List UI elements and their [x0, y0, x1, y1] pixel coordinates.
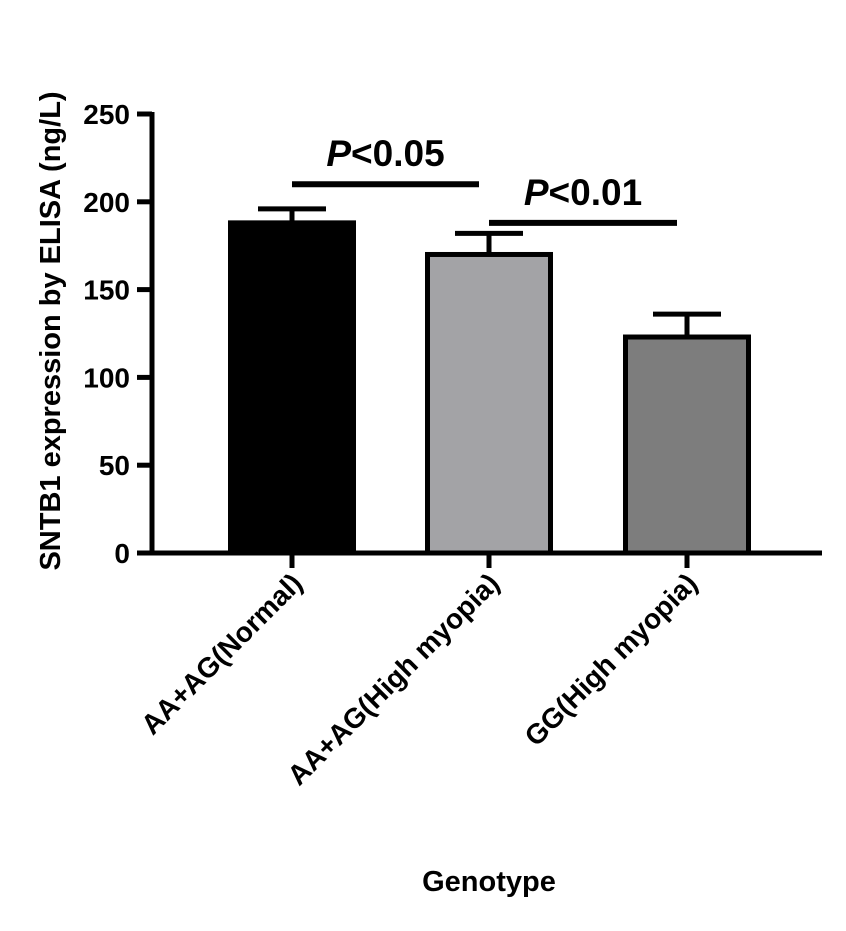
bars: [228, 206, 751, 556]
y-axis: 0 50 100 150 200 250: [83, 99, 155, 569]
x-tick-label: AA+AG(Normal): [135, 567, 308, 740]
y-tick-label: 0: [114, 538, 130, 569]
significance-label: P<0.05: [326, 133, 444, 174]
x-tick-label: AA+AG(High myopia): [281, 567, 505, 791]
x-tick-label: GG(High myopia): [519, 567, 704, 752]
significance-label: P<0.01: [524, 172, 642, 213]
bar: [425, 251, 553, 556]
significance-annotations: P<0.05 P<0.01: [292, 133, 677, 226]
y-tick-label: 100: [83, 362, 130, 393]
x-axis: AA+AG(Normal)AA+AG(High myopia) GG(High m…: [135, 550, 822, 791]
x-axis-label: Genotype: [422, 866, 556, 898]
bar: [228, 220, 356, 556]
y-tick-label: 50: [99, 450, 130, 481]
y-tick-label: 150: [83, 275, 130, 306]
bar: [623, 334, 751, 556]
y-tick-label: 250: [83, 99, 130, 130]
y-axis-label: SNTB1 expression by ELISA (ng/L): [35, 91, 67, 570]
y-tick-label: 200: [83, 187, 130, 218]
